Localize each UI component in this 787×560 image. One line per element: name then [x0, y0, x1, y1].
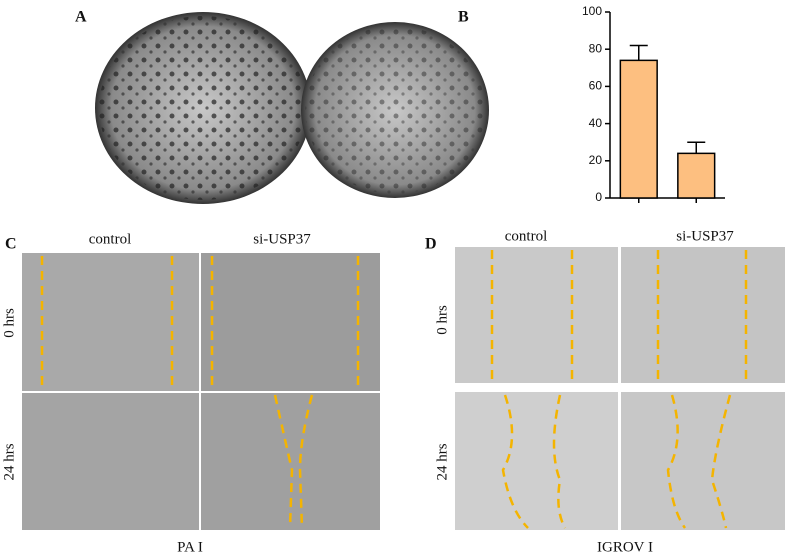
y-tick-label: 0 — [595, 190, 602, 204]
row-label: 24 hrs — [1, 443, 17, 480]
panel-label: A — [75, 9, 87, 26]
y-tick-label: 20 — [589, 153, 603, 167]
y-tick-label: 40 — [589, 116, 603, 130]
row-label: 24 hrs — [434, 443, 450, 480]
caption: IGROV I — [597, 539, 653, 555]
caption: PA I — [177, 539, 203, 555]
dish-images — [95, 12, 489, 204]
column-label: si-USP37 — [253, 231, 311, 247]
column-label: control — [505, 228, 548, 244]
panel-label: B — [458, 9, 469, 26]
row-label: 0 hrs — [1, 308, 17, 338]
y-tick-label: 100 — [582, 4, 602, 18]
panel-label: C — [5, 236, 17, 253]
scratch-images — [22, 247, 785, 530]
panel-label: D — [425, 236, 437, 253]
bar — [677, 152, 716, 199]
bar — [619, 59, 658, 199]
column-label: control — [89, 231, 132, 247]
column-label: si-USP37 — [676, 228, 734, 244]
row-label: 0 hrs — [434, 305, 450, 335]
y-tick-label: 80 — [589, 41, 603, 55]
y-tick-label: 60 — [589, 79, 603, 93]
